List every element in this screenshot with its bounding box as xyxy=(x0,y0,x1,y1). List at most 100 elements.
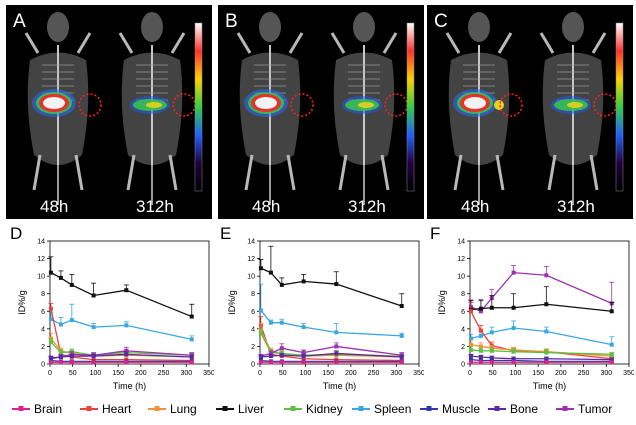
series-spleen xyxy=(258,283,405,338)
data-point xyxy=(258,360,263,365)
legend-label: Heart xyxy=(102,402,132,416)
mouse-head xyxy=(353,12,375,42)
line-chart: F 0 50 100 150 200 250 300 350 0 2 4 6 8 10 12 14 Time (h… xyxy=(430,224,634,391)
hindlimb xyxy=(74,154,84,191)
color-scale-bar xyxy=(615,22,624,192)
mouse-head xyxy=(47,12,69,42)
data-point xyxy=(478,344,483,349)
pet-image-panel-b: B 48h 312h xyxy=(218,5,424,219)
mouse-body xyxy=(330,12,408,205)
chart-panel-f: F 0 50 100 150 200 250 300 350 0 2 4 6 8 10 12 14 Time (h… xyxy=(424,223,634,391)
legend-marker xyxy=(222,406,228,411)
x-tick-label: 250 xyxy=(368,370,380,377)
data-point xyxy=(268,320,273,325)
color-scale-bar xyxy=(194,22,203,192)
x-tick-label: 300 xyxy=(390,370,402,377)
mouse-body xyxy=(236,12,314,205)
data-point xyxy=(334,360,339,365)
legend-item-kidney: Kidney xyxy=(284,402,343,416)
y-tick-label: 10 xyxy=(247,274,255,281)
x-tick-label: 200 xyxy=(345,370,357,377)
data-point xyxy=(69,318,74,323)
y-tick-label: 2 xyxy=(461,344,465,351)
data-point xyxy=(58,360,63,365)
mouse-head xyxy=(468,12,490,42)
data-point xyxy=(334,330,339,335)
panel-letter: F xyxy=(430,224,440,243)
data-point xyxy=(58,322,63,327)
hindlimb xyxy=(32,154,42,191)
legend-item-liver: Liver xyxy=(216,402,264,416)
y-tick-label: 8 xyxy=(41,291,45,298)
data-point xyxy=(489,305,494,310)
x-tick-label: 250 xyxy=(158,370,170,377)
data-point xyxy=(124,288,129,293)
data-point xyxy=(48,355,53,360)
uptake-white xyxy=(255,97,277,109)
data-point xyxy=(301,360,306,365)
data-point xyxy=(268,270,273,275)
data-point xyxy=(544,360,549,365)
tumor-uptake xyxy=(494,100,504,110)
forelimb xyxy=(497,32,513,54)
y-tick-label: 8 xyxy=(461,291,465,298)
data-point xyxy=(279,346,284,351)
series-brain xyxy=(48,360,194,365)
legend-label: Bone xyxy=(510,402,538,416)
panel-letter: B xyxy=(225,11,238,32)
series-bone xyxy=(48,351,195,360)
legend-marker xyxy=(290,406,296,411)
data-point xyxy=(544,273,549,278)
forelimb xyxy=(382,32,398,54)
y-tick-label: 10 xyxy=(37,274,45,281)
legend-item-bone: Bone xyxy=(488,402,538,416)
data-point xyxy=(468,347,473,352)
legend-marker xyxy=(86,406,92,411)
mouse-head xyxy=(259,12,281,42)
data-point xyxy=(301,354,306,359)
data-point xyxy=(189,360,194,365)
y-tick-label: 2 xyxy=(251,344,255,351)
forelimb xyxy=(445,32,461,54)
x-tick-label: 0 xyxy=(468,370,472,377)
data-point xyxy=(268,360,273,365)
data-point xyxy=(334,344,339,349)
forelimb xyxy=(591,32,607,54)
x-tick-label: 100 xyxy=(300,370,312,377)
data-point xyxy=(609,352,614,357)
uptake-yellow xyxy=(567,102,583,108)
data-point xyxy=(399,354,404,359)
tumor-marker xyxy=(78,93,102,117)
data-point xyxy=(301,325,306,330)
data-point xyxy=(468,357,473,362)
y-tick-label: 4 xyxy=(251,326,255,333)
x-tick-label: 200 xyxy=(135,370,147,377)
y-axis-label: ID%/g xyxy=(17,290,27,315)
data-point xyxy=(279,360,284,365)
data-point xyxy=(544,350,549,355)
uptake-yellow xyxy=(358,102,374,108)
x-tick-label: 350 xyxy=(413,370,424,377)
x-axis-label: Time (h) xyxy=(113,381,146,391)
y-axis-label: ID%/g xyxy=(437,290,447,315)
x-tick-label: 200 xyxy=(555,370,567,377)
series-spleen xyxy=(48,303,195,342)
hindlimb xyxy=(168,154,178,191)
data-point xyxy=(91,354,96,359)
x-tick-label: 50 xyxy=(279,370,287,377)
data-point xyxy=(58,350,63,355)
data-point xyxy=(48,360,53,365)
chart-panel-d: D 0 50 100 150 200 250 300 350 0 2 4 6 8 10 12 14 Time (h… xyxy=(4,223,214,391)
data-point xyxy=(334,282,339,287)
hindlimb xyxy=(589,154,599,191)
legend-marker xyxy=(562,406,568,411)
forelimb xyxy=(24,32,40,54)
x-tick-label: 300 xyxy=(180,370,192,377)
data-point xyxy=(258,266,263,271)
data-point xyxy=(544,356,549,361)
data-point xyxy=(544,302,549,307)
series-kidney xyxy=(468,346,615,357)
legend-item-muscle: Muscle xyxy=(420,402,480,416)
data-point xyxy=(511,270,516,275)
data-point xyxy=(609,309,614,314)
